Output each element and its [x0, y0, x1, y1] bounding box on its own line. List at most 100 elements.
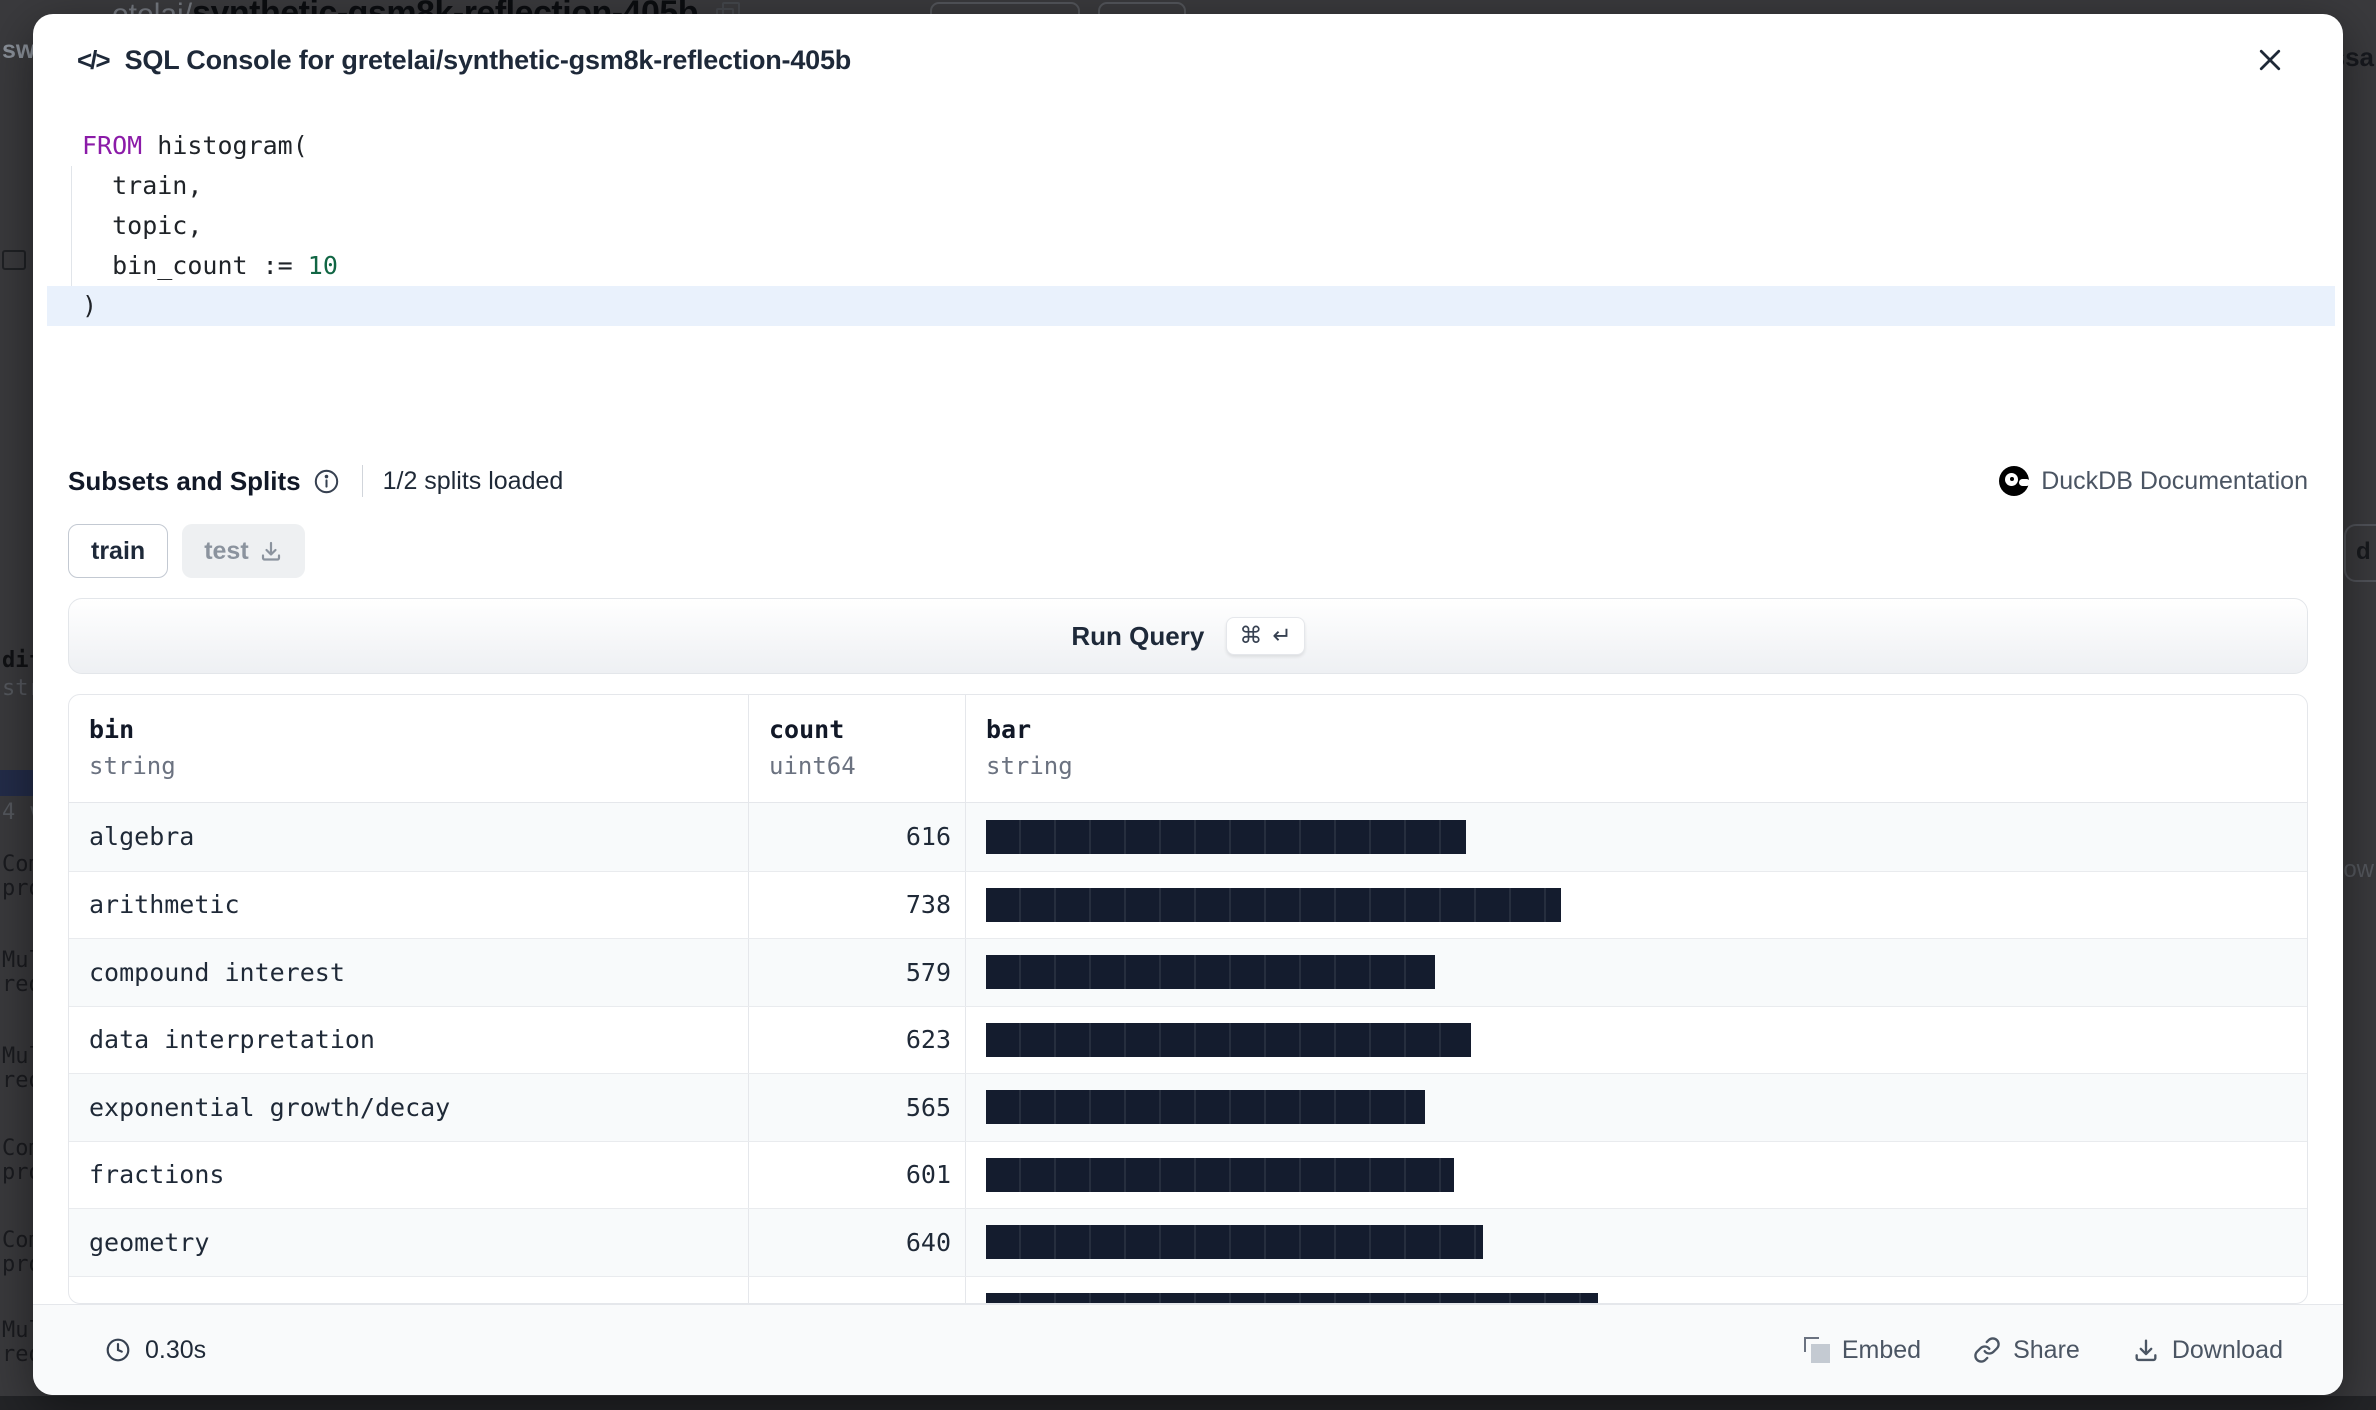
column-type: string — [986, 752, 1073, 780]
code-line: topic, — [47, 206, 2335, 246]
bar-cell — [966, 1007, 2307, 1074]
bar-cell — [966, 1142, 2307, 1209]
run-query-button[interactable]: Run Query ⌘ ↵ — [68, 598, 2308, 674]
code-token: train, — [82, 171, 203, 200]
count-cell: 579 — [749, 939, 966, 1006]
code-line: train, — [47, 166, 2335, 206]
embed-button[interactable]: Embed — [1803, 1335, 1922, 1365]
info-icon — [314, 469, 338, 493]
table-row: arithmetic 738 — [69, 870, 2307, 939]
table-row: data interpretation 623 — [69, 1005, 2307, 1074]
splits-loaded-status: 1/2 splits loaded — [382, 466, 564, 495]
column-header-bin: bin string — [69, 695, 749, 802]
code-lines: FROM histogram( train, topic, bin_count … — [47, 126, 2335, 326]
count-cell: 565 — [749, 1074, 966, 1141]
split-label: train — [91, 536, 146, 565]
column-header-count: count uint64 — [749, 695, 966, 802]
sql-editor[interactable]: FROM histogram( train, topic, bin_count … — [33, 118, 2343, 326]
divider — [361, 465, 363, 497]
split-button-train[interactable]: train — [68, 524, 169, 578]
modal-footer: 0.30s Embed Share Download — [33, 1304, 2343, 1395]
duration-value: 0.30s — [145, 1335, 207, 1364]
count-cell: 738 — [749, 871, 966, 938]
bar-cell — [966, 1277, 2307, 1303]
sql-console-modal: </> SQL Console for gretelai/synthetic-g… — [33, 14, 2343, 1395]
close-button[interactable] — [2250, 40, 2290, 80]
indent-guide — [71, 166, 72, 286]
table-row: fractions 601 — [69, 1140, 2307, 1209]
table-header: bin string count uint64 bar string — [69, 695, 2307, 803]
code-token: FROM — [82, 131, 143, 160]
duckdb-logo-icon — [1999, 466, 2031, 496]
bar-cell — [966, 1074, 2307, 1141]
histogram-bar — [986, 1022, 1471, 1057]
share-button[interactable]: Share — [1973, 1336, 2080, 1365]
code-token: histogram( — [142, 131, 308, 160]
embed-label: Embed — [1841, 1335, 1922, 1364]
bin-cell — [69, 1276, 749, 1303]
table-rows-scroll-area[interactable]: algebra 616 arithmetic 738 compound interest… — [69, 803, 2307, 1303]
download-icon — [261, 541, 280, 561]
table-row: compound interest 579 — [69, 938, 2307, 1006]
table-row: geometry 640 — [69, 1208, 2307, 1276]
return-key-icon: ↵ — [1272, 623, 1292, 649]
column-name: count — [769, 715, 845, 744]
code-token: bin_count := — [82, 251, 308, 280]
command-key-icon: ⌘ — [1239, 623, 1263, 649]
column-type: uint64 — [769, 752, 856, 780]
count-cell: 601 — [749, 1141, 966, 1208]
histogram-bar — [986, 1157, 1454, 1192]
column-header-bar: bar string — [966, 695, 2307, 802]
histogram-bar — [986, 1292, 1598, 1303]
download-button[interactable]: Download — [2132, 1336, 2283, 1365]
duckdb-documentation-link[interactable]: DuckDB Documentation — [1999, 466, 2308, 496]
bar-cell — [966, 803, 2307, 871]
bar-cell — [966, 939, 2307, 1006]
bar-cell — [966, 872, 2307, 939]
histogram-bar — [986, 1090, 1425, 1125]
subsets-heading: Subsets and Splits — [68, 465, 301, 496]
column-type: string — [89, 752, 176, 780]
code-token: 10 — [307, 251, 338, 280]
bin-cell: fractions — [69, 1141, 749, 1208]
bar-cell — [966, 1209, 2307, 1276]
code-token: ) — [82, 291, 98, 320]
bin-cell: compound interest — [69, 939, 749, 1006]
column-name: bar — [986, 715, 1032, 744]
table-row: algebra 616 — [69, 803, 2307, 871]
footer-actions: Embed Share Download — [1803, 1335, 2283, 1365]
bin-cell: arithmetic — [69, 871, 749, 938]
download-label: Download — [2171, 1335, 2283, 1364]
histogram-bar — [986, 819, 1466, 854]
count-cell: 640 — [749, 1209, 966, 1276]
info-button[interactable] — [313, 468, 340, 495]
share-label: Share — [2013, 1335, 2080, 1364]
code-token: topic, — [82, 211, 203, 240]
download-icon — [2135, 1339, 2157, 1362]
background-fragment: d — [2344, 524, 2376, 582]
close-icon — [2259, 49, 2281, 71]
column-name: bin — [89, 715, 135, 744]
histogram-bar — [986, 955, 1436, 990]
bin-cell: exponential growth/decay — [69, 1074, 749, 1141]
clock-icon — [106, 1338, 130, 1362]
query-results-table: bin string count uint64 bar string algeb… — [68, 694, 2308, 1304]
embed-icon — [1803, 1337, 1830, 1363]
code-line: FROM histogram( — [47, 126, 2335, 166]
share-link-icon — [1974, 1337, 2000, 1363]
run-query-label: Run Query — [1071, 620, 1205, 651]
split-label: test — [204, 536, 249, 565]
keyboard-shortcut-badge: ⌘ ↵ — [1226, 617, 1305, 655]
query-duration: 0.30s — [105, 1336, 206, 1365]
bin-cell: geometry — [69, 1209, 749, 1276]
modal-title: SQL Console for gretelai/synthetic-gsm8k… — [124, 44, 852, 75]
subsets-and-splits-row: Subsets and Splits 1/2 splits loaded Duc… — [68, 460, 2308, 502]
count-cell: 623 — [749, 1006, 966, 1073]
bin-cell: data interpretation — [69, 1006, 749, 1073]
background-bottom-strip — [0, 1396, 2376, 1410]
background-fragment: sw — [2, 36, 36, 64]
table-row: exponential growth/decay 565 — [69, 1073, 2307, 1141]
doc-link-label: DuckDB Documentation — [2041, 466, 2308, 495]
split-button-test[interactable]: test — [182, 524, 305, 578]
